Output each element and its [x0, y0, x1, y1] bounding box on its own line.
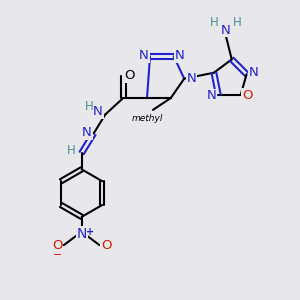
Text: N: N: [187, 72, 196, 85]
Text: N: N: [175, 49, 184, 62]
Text: N: N: [93, 106, 103, 118]
Text: H: H: [233, 16, 242, 29]
Text: H: H: [67, 143, 76, 157]
Text: O: O: [242, 88, 252, 101]
Text: N: N: [248, 66, 258, 79]
Text: N: N: [82, 126, 92, 139]
Text: +: +: [86, 227, 94, 237]
Text: −: −: [52, 250, 62, 260]
Text: methyl: methyl: [132, 114, 163, 123]
Text: O: O: [101, 239, 111, 252]
Text: N: N: [77, 227, 87, 241]
Text: O: O: [52, 239, 62, 252]
Text: N: N: [139, 49, 149, 62]
Text: H: H: [210, 16, 219, 29]
Text: N: N: [220, 24, 230, 37]
Text: H: H: [85, 100, 93, 112]
Text: N: N: [207, 89, 217, 102]
Text: O: O: [124, 69, 135, 82]
